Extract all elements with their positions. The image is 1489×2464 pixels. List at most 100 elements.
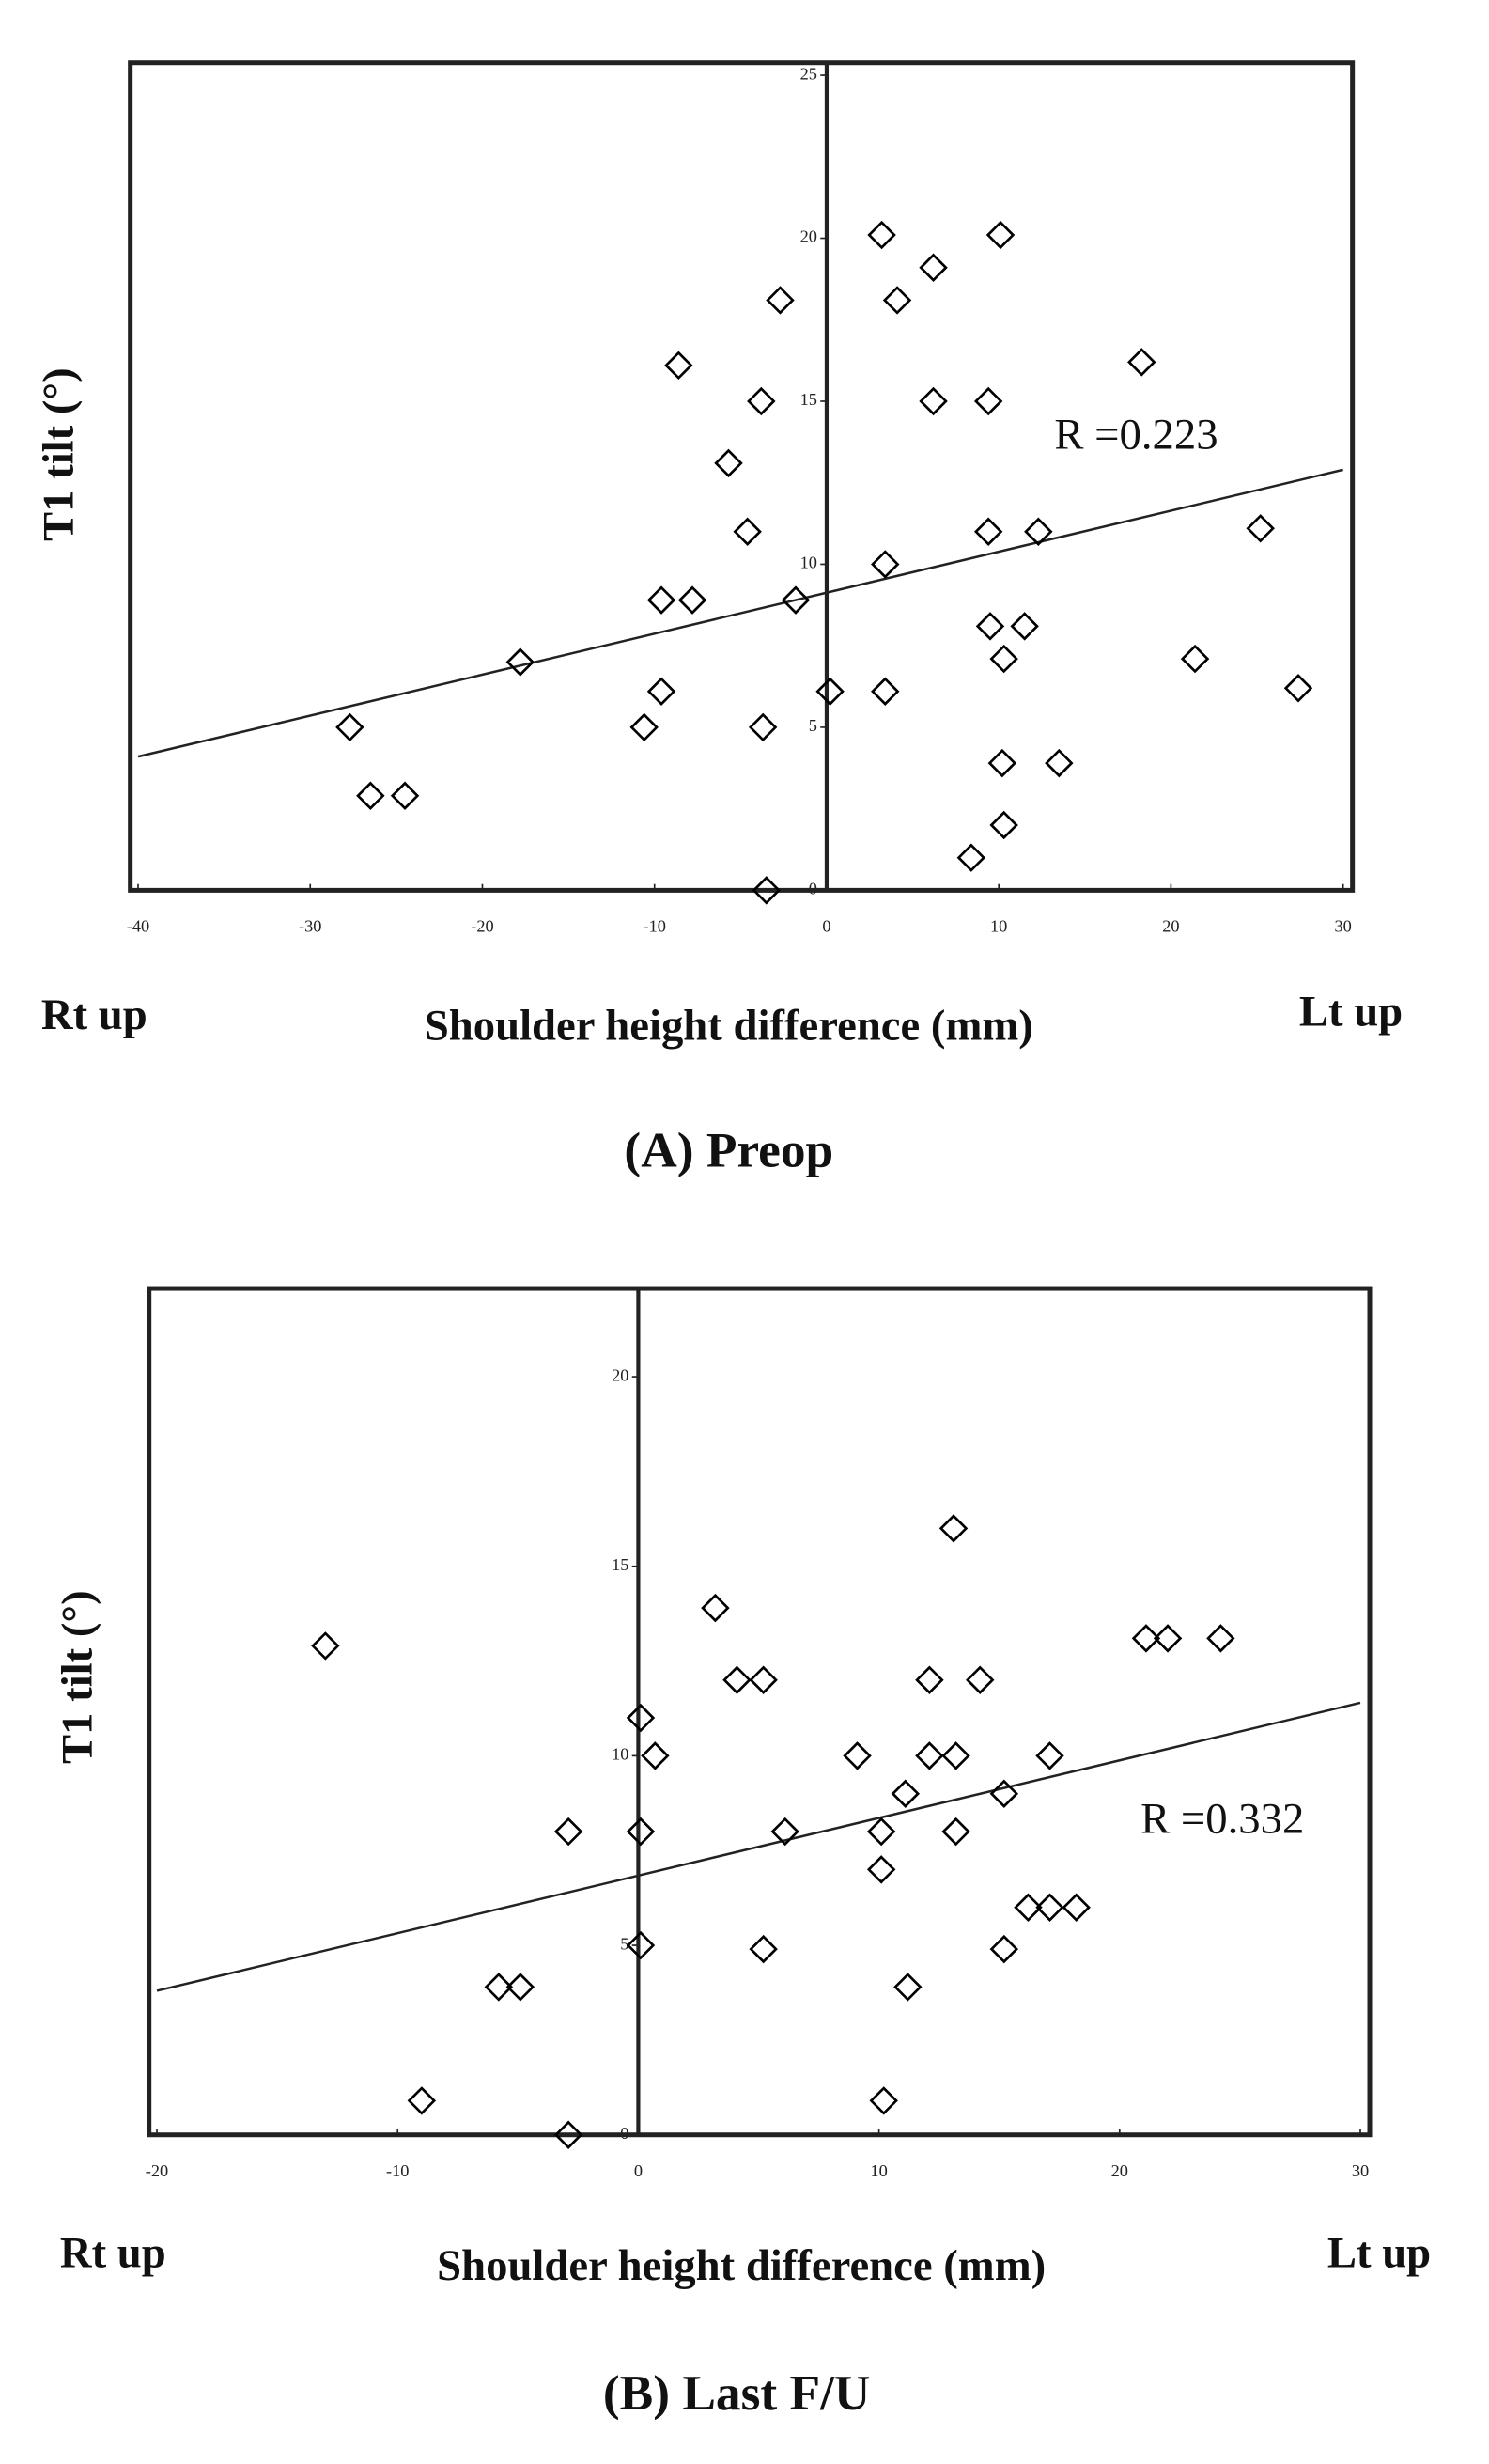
y-tick-label: 20 — [612, 1365, 628, 1384]
point — [752, 876, 782, 905]
point — [882, 286, 912, 315]
point — [1014, 1893, 1043, 1922]
point — [843, 1741, 872, 1770]
point — [973, 386, 1003, 416]
point — [869, 2086, 898, 2115]
x-tick-label: 20 — [1162, 917, 1179, 936]
point — [1131, 1624, 1161, 1653]
point — [1010, 612, 1039, 641]
point — [748, 712, 778, 742]
x-tick-label: 30 — [1352, 2161, 1369, 2180]
y-tick-label: 5 — [809, 716, 817, 735]
point — [1062, 1893, 1091, 1922]
point — [989, 644, 1018, 674]
point — [1045, 748, 1074, 778]
chart-title: (B) Last F/U — [603, 2364, 871, 2421]
y-tick-label: 25 — [800, 64, 817, 83]
point — [781, 585, 811, 615]
point — [1206, 1624, 1235, 1653]
y-axis-label: T1 tilt (°) — [54, 1590, 102, 1764]
point — [866, 1817, 896, 1847]
x-tick-label: 10 — [870, 2161, 887, 2180]
point — [390, 781, 420, 811]
point — [938, 1514, 969, 1543]
point — [989, 1934, 1019, 1964]
point — [311, 1631, 340, 1661]
y-tick-label: 0 — [620, 2124, 628, 2143]
point — [1035, 1893, 1064, 1922]
point — [505, 1973, 535, 2002]
y-tick-label: 15 — [612, 1555, 628, 1574]
point — [867, 220, 896, 250]
x-tick-label: 30 — [1334, 917, 1351, 936]
x-right-label: Lt up — [1299, 988, 1403, 1037]
point — [407, 2086, 437, 2115]
point — [989, 810, 1018, 840]
trend-line — [137, 468, 1343, 758]
x-left-label: Rt up — [41, 990, 147, 1039]
point — [1035, 1741, 1064, 1770]
point — [893, 1973, 923, 2002]
point — [335, 712, 364, 742]
point — [484, 1973, 514, 2002]
point — [766, 286, 795, 315]
plot-frame — [147, 1286, 1373, 2138]
plot-frame — [128, 60, 1356, 893]
point — [956, 843, 986, 872]
point — [915, 1741, 944, 1770]
point — [626, 1930, 656, 1960]
point — [553, 2120, 583, 2149]
point — [891, 1779, 921, 1808]
point — [915, 1665, 944, 1694]
point — [701, 1593, 730, 1623]
point — [722, 1665, 752, 1694]
point — [646, 677, 676, 706]
point — [815, 677, 845, 706]
point — [866, 1855, 896, 1884]
point — [664, 351, 693, 381]
x-tick-label: 0 — [634, 2161, 643, 2180]
point — [626, 1817, 656, 1847]
point — [941, 1817, 970, 1847]
point — [987, 748, 1017, 778]
point — [1246, 514, 1275, 543]
x-axis-label: Shoulder height difference (mm) — [437, 2241, 1046, 2290]
point — [747, 386, 776, 416]
point — [629, 712, 659, 742]
point — [733, 517, 762, 546]
point — [677, 585, 707, 615]
annotation: R =0.332 — [1140, 1795, 1304, 1844]
x-right-label: Lt up — [1327, 2229, 1431, 2278]
x-tick-label: -10 — [386, 2161, 409, 2180]
x-tick-label: 0 — [822, 917, 830, 936]
point — [973, 517, 1003, 546]
point — [1153, 1624, 1183, 1653]
y-tick-label: 10 — [800, 554, 817, 572]
x-left-label: Rt up — [60, 2229, 166, 2278]
point — [749, 1665, 778, 1694]
point — [749, 1934, 778, 1964]
y-tick-label: 20 — [800, 227, 817, 246]
point — [553, 1817, 583, 1847]
x-tick-label: 20 — [1111, 2161, 1128, 2180]
point — [626, 1703, 656, 1733]
point — [356, 781, 385, 811]
point — [1283, 674, 1313, 703]
chart-title: (A) Preop — [624, 1122, 833, 1178]
y-tick-label: 15 — [800, 390, 817, 409]
point — [505, 647, 535, 677]
point — [919, 253, 948, 282]
point — [989, 1779, 1019, 1808]
x-tick-label: 10 — [990, 917, 1007, 936]
point — [641, 1741, 670, 1770]
point — [1127, 348, 1156, 377]
point — [871, 550, 900, 579]
point — [770, 1817, 799, 1847]
y-axis-label: T1 tilt (°) — [35, 367, 84, 541]
y-tick-label: 5 — [620, 1934, 628, 1953]
annotation: R =0.223 — [1054, 411, 1218, 460]
point — [1024, 517, 1053, 546]
x-tick-label: -40 — [127, 917, 149, 936]
x-axis-label: Shoulder height difference (mm) — [425, 1002, 1033, 1051]
